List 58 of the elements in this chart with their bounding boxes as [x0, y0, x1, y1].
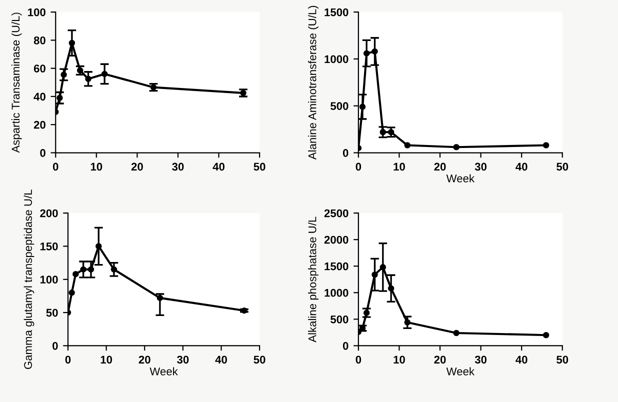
y-axis-title: Alanine Aminotransferase (U/L) [308, 6, 318, 160]
x-axis-title: Week [446, 174, 475, 182]
point [453, 330, 460, 336]
point [542, 142, 550, 148]
x-tick-label: 0 [356, 162, 362, 171]
y-tick-label: 0 [342, 342, 348, 350]
x-tick-label: 10 [394, 162, 405, 171]
x-tick-label: 40 [215, 356, 227, 364]
x-tick-label: 50 [556, 356, 568, 364]
x-tick-label: 20 [434, 162, 446, 171]
point [68, 290, 75, 296]
x-tick-label: 50 [556, 162, 568, 171]
y-tick-label: 100 [40, 276, 58, 284]
y-axis-title: Gamma glutamyl transpeptidase U/L [24, 190, 34, 369]
y-tick-label: 200 [40, 209, 58, 218]
y-tick-label: 500 [330, 102, 348, 110]
x-tick-label: 50 [254, 162, 266, 171]
y-tick-label: 500 [330, 315, 348, 324]
x-tick-label: 10 [100, 356, 112, 364]
y-tick-label: 1500 [324, 8, 348, 16]
x-tick-label: 0 [65, 356, 71, 364]
y-tick-label: 20 [34, 120, 46, 129]
y-tick-label: 0 [342, 149, 348, 157]
x-tick-label: 50 [254, 356, 266, 364]
x-tick-label: 40 [516, 356, 528, 364]
x-tick-label: 30 [172, 162, 184, 171]
y-tick-label: 100 [28, 8, 46, 16]
y-tick-label: 1000 [324, 55, 348, 64]
x-tick-label: 30 [474, 356, 487, 364]
y-tick-label: 0 [40, 149, 46, 157]
y-axis-title: Alkaline phosphatase U/L [308, 216, 318, 342]
x-axis-title: Week [150, 367, 178, 376]
x-tick-label: 30 [474, 162, 487, 171]
y-tick-label: 1500 [324, 262, 348, 270]
y-tick-label: 50 [46, 308, 58, 317]
x-tick-label: 20 [434, 356, 446, 364]
x-tick-label: 0 [356, 356, 362, 364]
y-tick-label: 2000 [324, 236, 348, 244]
y-tick-label: 40 [34, 92, 46, 101]
x-tick-label: 40 [516, 162, 528, 171]
point [72, 270, 79, 278]
y-tick-label: 1000 [324, 288, 348, 297]
y-tick-label: 150 [40, 242, 58, 250]
x-axis-title: Week [446, 367, 475, 376]
y-tick-label: 60 [34, 64, 46, 72]
x-tick-label: 40 [212, 162, 224, 171]
y-tick-label: 0 [52, 342, 58, 350]
y-tick-label: 80 [34, 36, 46, 44]
y-tick-label: 2500 [324, 209, 348, 218]
x-tick-label: 10 [90, 162, 102, 171]
x-tick-label: 30 [177, 356, 189, 364]
x-tick-label: 20 [131, 162, 143, 171]
point [404, 142, 411, 148]
x-tick-label: 10 [394, 356, 405, 364]
y-axis-title: Aspartic Transaminase (U/L) [11, 12, 22, 153]
point [542, 332, 550, 338]
x-tick-label: 20 [138, 356, 150, 364]
point [453, 144, 460, 150]
